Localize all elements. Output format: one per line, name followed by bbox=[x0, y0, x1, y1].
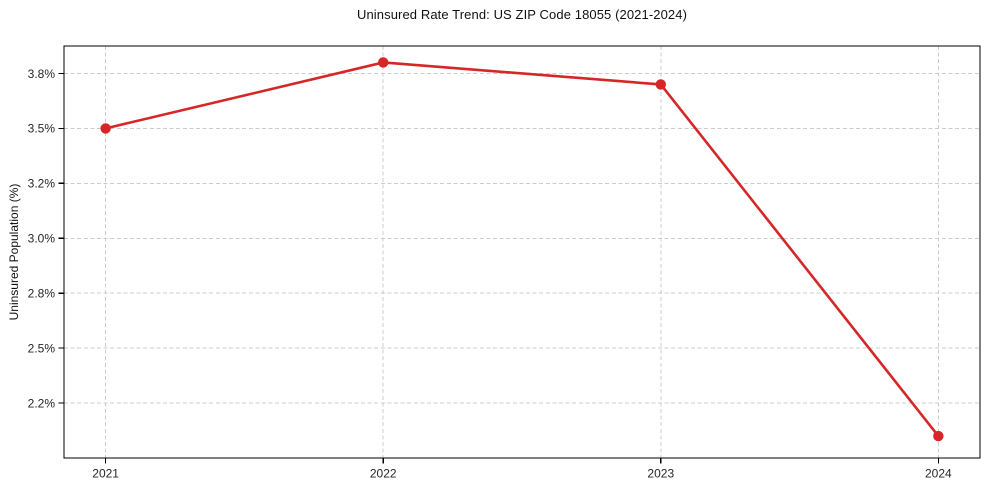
y-tick-label: 2.2% bbox=[28, 396, 56, 410]
y-tick-label: 3.8% bbox=[28, 67, 56, 81]
y-tick-label: 3.2% bbox=[28, 177, 56, 191]
x-tick-label: 2022 bbox=[370, 467, 397, 481]
data-point-2023 bbox=[655, 79, 666, 90]
x-tick-label: 2021 bbox=[92, 467, 119, 481]
data-point-2024 bbox=[933, 430, 944, 442]
y-tick-label: 3.0% bbox=[28, 232, 56, 246]
x-tick-label: 2023 bbox=[647, 467, 674, 481]
plot-border bbox=[63, 45, 981, 459]
trend-line bbox=[104, 61, 940, 438]
data-point-2022 bbox=[378, 57, 389, 68]
data-point-2021 bbox=[100, 123, 111, 134]
y-tick-label: 2.8% bbox=[28, 287, 56, 301]
x-tick-label: 2024 bbox=[925, 467, 952, 481]
y-tick-label: 2.5% bbox=[28, 341, 56, 355]
chart-title: Uninsured Rate Trend: US ZIP Code 18055 … bbox=[356, 7, 688, 22]
y-tick-label: 3.5% bbox=[28, 122, 56, 136]
